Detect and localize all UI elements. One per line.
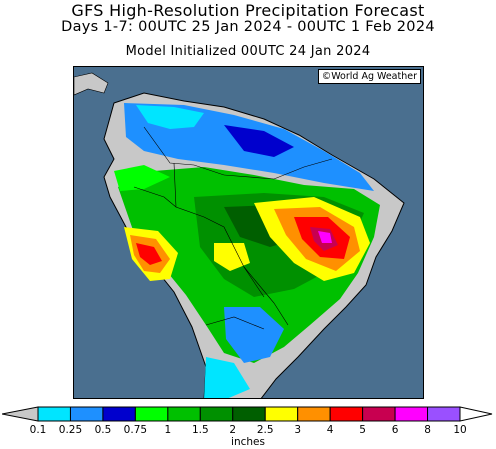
precip-1-central xyxy=(114,165,170,191)
colorbar-tick-label: 3 xyxy=(294,424,302,436)
colorbar-tick-label: 4 xyxy=(326,424,334,436)
precipitation-map: ©World Ag Weather xyxy=(73,66,424,399)
credit-label: ©World Ag Weather xyxy=(317,69,421,84)
colorbar-low-arrow xyxy=(2,406,39,422)
model-init-time: Model Initialized 00UTC 24 Jan 2024 xyxy=(125,44,371,59)
colorbar-swatch xyxy=(362,406,396,422)
colorbar-swatch xyxy=(264,406,299,422)
colorbar-tick-label: 0.75 xyxy=(123,424,148,436)
country-borders xyxy=(133,126,333,330)
colorbar-swatch xyxy=(232,406,266,422)
colorbar-tick-label: 1.5 xyxy=(191,424,209,436)
colorbar-tick-label: 2 xyxy=(229,424,237,436)
precip-8-east xyxy=(318,231,332,243)
colorbar-swatch xyxy=(102,406,136,422)
precip-0.5-north xyxy=(224,125,294,157)
precip-0.5-south xyxy=(224,307,284,363)
colorbar-swatch xyxy=(394,406,429,422)
precip-colorbar xyxy=(2,406,493,422)
units-label: inches xyxy=(231,436,265,448)
colorbar-tick-label: 0.5 xyxy=(94,424,112,436)
precip-0.1-south xyxy=(204,357,250,398)
colorbar-tick-label: 0.1 xyxy=(29,424,47,436)
colorbar-tick-label: 5 xyxy=(359,424,366,436)
colorbar-swatch xyxy=(167,406,201,422)
colorbar-swatch xyxy=(427,406,461,422)
precip-0.1-north xyxy=(136,105,204,129)
colorbar-swatch xyxy=(69,406,104,422)
colorbar-tick-label: 6 xyxy=(391,424,399,436)
map-title: GFS High-Resolution Precipitation Foreca… xyxy=(71,1,425,20)
colorbar-swatch xyxy=(199,406,234,422)
colorbar-tick-label: 8 xyxy=(424,424,431,436)
forecast-period: Days 1-7: 00UTC 25 Jan 2024 - 00UTC 1 Fe… xyxy=(61,19,435,35)
precip-3-amazon xyxy=(214,243,250,271)
colorbar-tick-label: 2.5 xyxy=(256,424,274,436)
map-canvas xyxy=(74,67,423,398)
colorbar-swatch xyxy=(134,406,169,422)
colorbar-tick-label: 0.25 xyxy=(58,424,83,436)
central-america xyxy=(74,72,109,96)
colorbar-swatch xyxy=(329,406,364,422)
colorbar-swatch xyxy=(297,406,331,422)
colorbar-swatch xyxy=(37,406,71,422)
colorbar-high-arrow xyxy=(459,406,493,422)
colorbar-tick-label: 10 xyxy=(453,424,467,436)
colorbar-tick-label: 1 xyxy=(164,424,172,436)
precip-5-west xyxy=(136,243,162,265)
